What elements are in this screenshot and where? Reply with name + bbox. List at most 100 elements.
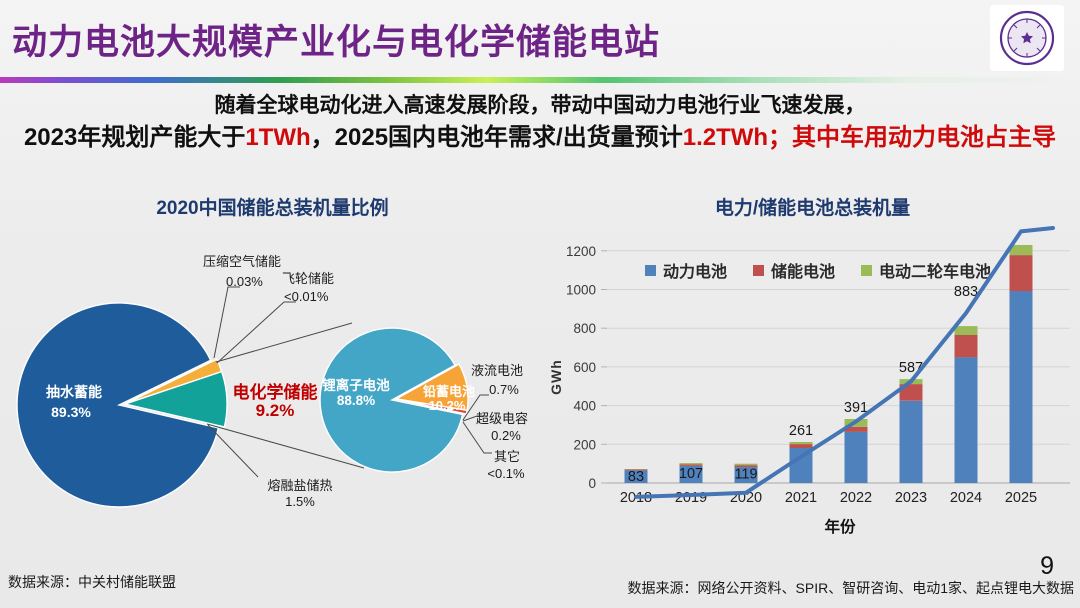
pie-slice-label: 其它 <box>493 449 520 464</box>
y-axis-title: GWh <box>548 359 564 395</box>
bar-segment-series-1 <box>1009 255 1033 292</box>
pie-slice-value: 0.2% <box>491 428 521 443</box>
pie-slice-flow-battery <box>395 398 468 415</box>
pie-slice-label: 铅蓄电池 <box>422 384 475 399</box>
pie-slice-value: 89.3% <box>51 404 91 420</box>
bar-segment-series-2 <box>789 442 813 445</box>
bar-segment-series-1 <box>679 464 703 466</box>
legend-swatch-icon <box>753 264 765 276</box>
pie-slice-value: <0.1% <box>487 466 525 481</box>
bar-chart-panel: 电力/储能电池总装机量 动力电池 储能电池 电动二轮车电池 0 200 400 600 80… <box>545 188 1080 548</box>
pie-slice-label: 锂离子电池 <box>322 378 390 393</box>
trend-line <box>634 226 1055 499</box>
legend-swatch-icon <box>645 264 656 276</box>
x-tick-label: 2024 <box>950 490 982 506</box>
bar-segment-series-1 <box>954 335 978 358</box>
bar-segment-series-2 <box>679 463 703 465</box>
pie-slice-pumped-hydro <box>16 302 220 508</box>
pie-leader-line <box>462 415 487 422</box>
pie-slice-label: 电化学储能 <box>232 383 318 402</box>
legend-swatch-icon <box>861 264 873 276</box>
bar-segment-series-0 <box>679 466 703 483</box>
x-tick-label: 2025 <box>1005 490 1037 506</box>
y-tick-label: 0 <box>588 476 596 491</box>
university-logo <box>990 5 1064 71</box>
bar-segment-series-2 <box>734 463 758 466</box>
legend-item-2: 电动二轮车电池 <box>861 258 991 282</box>
bar-segment-series-2 <box>1009 245 1033 256</box>
pie-slice-label: 抽水蓄能 <box>46 384 102 400</box>
pie-of-pie-chart <box>16 286 492 508</box>
bar-segment-series-0 <box>954 357 978 483</box>
pie-slice-value: 10.2% <box>428 398 466 413</box>
x-tick-label: 2022 <box>840 490 872 506</box>
bar-total-label: 391 <box>844 400 868 416</box>
subtitle-text: 2023年规划产能大于 <box>23 124 246 151</box>
stacked-bar-chart: 020040060080010001200GWh8320181072019119… <box>548 226 1070 536</box>
bar-segment-series-0 <box>734 467 758 483</box>
bar-total-label: 83 <box>628 469 644 485</box>
pie-leader-line <box>462 421 492 454</box>
y-tick-label: 1200 <box>566 244 596 259</box>
legend-item-0: 动力电池 <box>645 258 727 282</box>
pie-leader-line <box>213 286 240 359</box>
pie-leader-line <box>207 424 259 478</box>
pie-slice-label: 熔融盐储热 <box>267 478 333 493</box>
pie-slice-value: 9.2% <box>255 401 295 420</box>
pie-slice-value: 0.7% <box>489 382 519 397</box>
y-tick-label: 600 <box>573 360 596 375</box>
bar-segment-series-1 <box>899 384 923 401</box>
pie-slice-label: 压缩空气储能 <box>203 254 282 269</box>
legend-label: 动力电池 <box>663 264 728 281</box>
pie-leader-line <box>462 394 489 421</box>
page-title: 动力电池大规模产业化与电化学储能电站 <box>12 23 661 62</box>
bar-total-label: 119 <box>734 466 757 482</box>
pie-chart-panel: 2020中国储能总装机量比例 抽水蓄能 89.3% 电化学储能 9.2% 熔融盐… <box>0 188 545 548</box>
bar-total-label: 883 <box>954 284 978 300</box>
x-tick-label: 2019 <box>675 490 707 506</box>
y-tick-label: 200 <box>573 437 596 452</box>
pie-slice-value: 88.8% <box>336 393 376 408</box>
pie-slice-value: 0.03% <box>226 274 263 289</box>
bar-segment-series-1 <box>734 465 758 468</box>
subtitle-highlight-2: 1.2TWh；其中车用动力电池占主导 <box>682 124 1057 151</box>
legend-label: 电动二轮车电池 <box>879 264 992 281</box>
pie-leader-line <box>206 423 365 469</box>
source-right: 数据来源：网络公开资料、SPIR、智研咨询、电动1家、起点锂电大数据 <box>627 580 1074 596</box>
bar-segment-series-0 <box>624 470 648 483</box>
pie-slice-label: 飞轮储能 <box>282 271 335 286</box>
bar-chart-title: 电力/储能电池总装机量 <box>714 198 911 219</box>
pie-leader-line <box>216 301 296 364</box>
legend-item-1: 储能电池 <box>753 258 835 282</box>
subtitle-highlight-1: 1TWh <box>245 124 311 151</box>
pie-slice-value: 1.5% <box>285 494 315 509</box>
subtitle-line-2: 2023年规划产能大于1TWh，2025国内电池年需求/出货量预计1.2TWh；… <box>0 117 1080 152</box>
pie-slice-label: 超级电容 <box>476 411 529 426</box>
bar-segment-series-1 <box>844 426 868 432</box>
bar-segment-series-0 <box>789 448 813 483</box>
pie-slice-electrochemical <box>122 370 228 428</box>
bar-segment-series-0 <box>1009 291 1033 483</box>
y-tick-label: 1000 <box>566 283 596 298</box>
y-tick-label: 400 <box>573 399 596 414</box>
rainbow-divider <box>0 77 1080 83</box>
bar-total-label: 107 <box>679 466 703 482</box>
bar-total-label: 261 <box>789 423 813 439</box>
bar-segment-series-1 <box>624 469 648 471</box>
bar-segment-series-0 <box>899 400 923 483</box>
y-tick-label: 800 <box>573 321 596 336</box>
x-axis-title: 年份 <box>824 517 856 536</box>
source-left: 数据来源：中关村储能联盟 <box>8 574 176 590</box>
bar-chart-legend: 动力电池 储能电池 电动二轮车电池 <box>645 258 991 282</box>
pie-slice-label: 液流电池 <box>471 363 524 378</box>
pie-leader-line <box>215 322 353 363</box>
subtitle-text-2: ，2025国内电池年需求/出货量预计 <box>310 124 683 151</box>
bar-segment-series-1 <box>789 444 813 448</box>
subtitle-line-1: 随着全球电动化进入高速发展阶段，带动中国动力电池行业飞速发展， <box>214 94 866 117</box>
legend-label: 储能电池 <box>771 264 836 281</box>
bar-segment-series-2 <box>954 326 978 335</box>
bar-segment-series-0 <box>844 431 868 483</box>
x-tick-label: 2021 <box>785 490 817 506</box>
pie-slice-value: <0.01% <box>284 289 329 304</box>
